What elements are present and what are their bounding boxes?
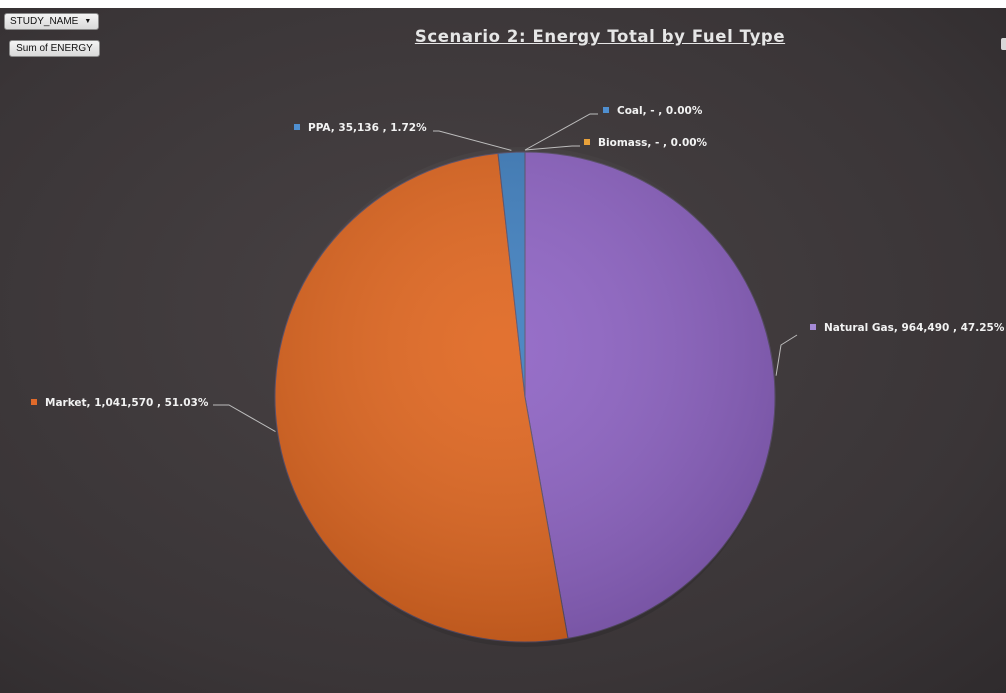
leader-line-coal bbox=[524, 113, 598, 151]
leader-line-ppa bbox=[433, 130, 512, 151]
legend-key-coal bbox=[603, 107, 609, 113]
sum-field-label: Sum of ENERGY bbox=[16, 43, 93, 54]
resize-handle[interactable] bbox=[1001, 38, 1006, 50]
top-border bbox=[0, 0, 1006, 8]
legend-key-biomass bbox=[584, 139, 590, 145]
chart-title: Scenario 2: Energy Total by Fuel Type bbox=[414, 27, 786, 46]
sum-of-energy-field-button[interactable]: Sum of ENERGY bbox=[9, 40, 100, 57]
data-label-biomass: Biomass, - , 0.00% bbox=[598, 137, 708, 149]
data-label-coal: Coal, - , 0.00% bbox=[617, 105, 703, 117]
legend-key-market bbox=[31, 399, 37, 405]
leader-line-natural-gas bbox=[775, 334, 798, 376]
legend-key-ppa bbox=[294, 124, 300, 130]
legend-key-natural-gas bbox=[810, 324, 816, 330]
data-label-natural-gas: Natural Gas, 964,490 , 47.25% bbox=[824, 322, 1005, 334]
leader-line-market bbox=[213, 404, 276, 433]
study-name-label: STUDY_NAME bbox=[10, 16, 79, 27]
leader-line-biomass bbox=[524, 145, 580, 151]
data-label-market: Market, 1,041,570 , 51.03% bbox=[45, 397, 209, 409]
dropdown-arrow-icon[interactable]: ▼ bbox=[84, 18, 92, 25]
study-name-field-button[interactable]: STUDY_NAME ▼ bbox=[4, 13, 99, 30]
pie-slice-natural-gas[interactable] bbox=[524, 151, 776, 639]
data-label-ppa: PPA, 35,136 , 1.72% bbox=[308, 122, 427, 134]
